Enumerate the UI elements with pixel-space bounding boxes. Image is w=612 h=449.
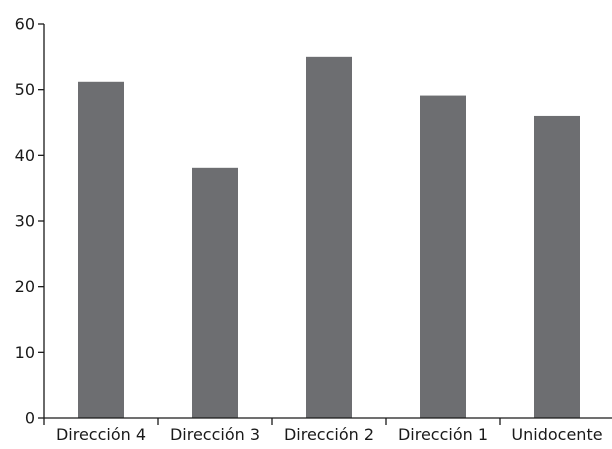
x-axis-ticks: Dirección 4 Dirección 3 Dirección 2 Direcci… [43, 418, 603, 444]
y-axis-ticks: 0 10 20 30 40 50 60 [15, 15, 44, 428]
y-tick-label: 10 [15, 343, 35, 362]
x-tick-label: Unidocente [511, 425, 602, 444]
bar-3 [306, 56, 352, 418]
y-tick-label: 50 [15, 80, 35, 99]
bar-4 [420, 95, 466, 419]
bar-2 [192, 167, 238, 418]
bar-5 [534, 115, 580, 418]
y-tick-label: 40 [15, 146, 35, 165]
y-tick-label: 60 [15, 15, 35, 34]
y-tick-label: 30 [15, 212, 35, 231]
x-tick-label: Dirección 2 [284, 425, 374, 444]
y-tick-label: 0 [25, 409, 35, 428]
bars-layer [78, 56, 580, 419]
x-tick-label: Dirección 3 [170, 425, 260, 444]
x-tick-label: Dirección 1 [398, 425, 488, 444]
bar-1 [78, 81, 124, 418]
y-tick-label: 20 [15, 277, 35, 296]
x-tick-label: Dirección 4 [56, 425, 146, 444]
